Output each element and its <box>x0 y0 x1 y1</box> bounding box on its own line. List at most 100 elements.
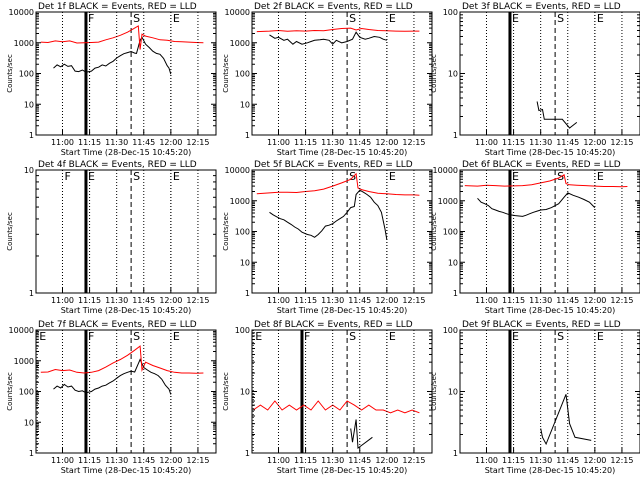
x-tick-label: 11:30 <box>321 456 344 465</box>
y-tick-label: 10 <box>448 258 458 267</box>
y-tick-label: 1000 <box>230 39 250 48</box>
x-tick-label: 11:30 <box>529 296 552 305</box>
y-axis-label: Counts/sec <box>430 372 438 411</box>
y-tick-label: 100 <box>235 326 250 335</box>
x-tick-label: 11:15 <box>502 138 525 147</box>
event-marker-label: E <box>512 330 519 343</box>
event-marker-label: S <box>557 330 564 343</box>
x-tick-label: 11:45 <box>556 456 579 465</box>
event-marker-label: E <box>597 330 604 343</box>
series-line-1 <box>540 394 592 446</box>
y-tick-label: 100 <box>443 326 458 335</box>
event-marker-label: S <box>557 12 564 25</box>
x-axis-label: Start Time (28-Dec-15 10:45:20) <box>485 148 616 157</box>
event-marker-label: F <box>88 330 94 343</box>
y-axis-label: Counts/sec <box>222 54 230 93</box>
event-marker-label: F <box>304 330 310 343</box>
x-tick-label: 11:30 <box>529 138 552 147</box>
x-axis-label: Start Time (28-Dec-15 10:45:20) <box>277 466 408 475</box>
y-tick-label: 1 <box>245 131 250 140</box>
event-marker-label: E <box>597 170 604 183</box>
plot-frame <box>251 169 433 294</box>
y-tick-label: 10 <box>240 388 250 397</box>
y-tick-label: 10 <box>24 100 34 109</box>
event-marker-label: F <box>64 170 70 183</box>
series-line-2 <box>40 25 204 50</box>
chart-title: Det 8f BLACK = Events, RED = LLD <box>254 320 413 330</box>
event-marker-label: E <box>173 170 180 183</box>
event-marker-label: S <box>349 330 356 343</box>
y-tick-label: 10 <box>240 100 250 109</box>
y-tick-label: 100 <box>235 70 250 79</box>
series-line-1 <box>350 419 373 450</box>
y-tick-label: 10 <box>24 166 34 175</box>
x-axis-label: Start Time (28-Dec-15 10:45:20) <box>277 148 408 157</box>
x-tick-label: 11:45 <box>132 296 155 305</box>
x-tick-label: 12:15 <box>402 138 425 147</box>
series-line-2 <box>252 400 420 414</box>
series-line-1 <box>269 189 388 240</box>
x-tick-label: 11:45 <box>348 456 371 465</box>
y-tick-label: 10000 <box>9 8 34 17</box>
x-axis-label: Start Time (28-Dec-15 10:45:20) <box>61 306 192 315</box>
event-marker-label: E <box>255 330 262 343</box>
x-tick-label: 12:00 <box>159 296 182 305</box>
y-tick-label: 10000 <box>225 8 250 17</box>
event-marker-label: E <box>512 12 519 25</box>
plot-frame <box>251 329 433 454</box>
y-axis-label: Counts/sec <box>6 212 14 251</box>
x-tick-label: 11:45 <box>348 296 371 305</box>
y-axis-label: Counts/sec <box>6 372 14 411</box>
y-tick-label: 100 <box>235 228 250 237</box>
event-marker-label: S <box>133 12 140 25</box>
y-tick-label: 1 <box>453 449 458 458</box>
x-tick-label: 11:00 <box>475 456 498 465</box>
y-axis-label: Counts/sec <box>430 54 438 93</box>
series-line-1 <box>536 101 578 129</box>
plot-frame <box>35 169 217 294</box>
x-tick-label: 11:30 <box>105 138 128 147</box>
x-tick-label: 11:45 <box>556 296 579 305</box>
y-tick-label: 1 <box>245 449 250 458</box>
x-tick-label: 12:00 <box>159 138 182 147</box>
chart-title: Det 2f BLACK = Events, RED = LLD <box>254 2 413 12</box>
x-tick-label: 11:15 <box>294 138 317 147</box>
y-tick-label: 100 <box>19 70 34 79</box>
x-tick-label: 11:00 <box>51 138 74 147</box>
y-tick-label: 10 <box>24 418 34 427</box>
x-tick-label: 11:45 <box>348 138 371 147</box>
y-tick-label: 1 <box>29 131 34 140</box>
x-tick-label: 12:00 <box>583 456 606 465</box>
x-tick-label: 12:15 <box>402 456 425 465</box>
x-tick-label: 11:30 <box>105 296 128 305</box>
x-tick-label: 11:00 <box>267 456 290 465</box>
y-axis-label: Counts/sec <box>6 54 14 93</box>
x-tick-label: 11:15 <box>294 296 317 305</box>
x-tick-label: 11:30 <box>529 456 552 465</box>
chart-title: Det 3f BLACK = Events, RED = LLD <box>462 2 621 12</box>
event-marker-label: E <box>597 12 604 25</box>
x-tick-label: 11:00 <box>51 296 74 305</box>
x-tick-label: 11:30 <box>321 138 344 147</box>
chart-title: Det 6f BLACK = Events, RED = LLD <box>462 160 621 170</box>
x-tick-label: 12:00 <box>375 138 398 147</box>
event-marker-label: E <box>88 170 95 183</box>
y-tick-label: 1 <box>245 289 250 298</box>
y-tick-label: 1000 <box>438 197 458 206</box>
x-tick-label: 12:15 <box>610 456 633 465</box>
x-axis-label: Start Time (28-Dec-15 10:45:20) <box>485 466 616 475</box>
chart-title: Det 5f BLACK = Events, RED = LLD <box>254 160 413 170</box>
x-tick-label: 12:00 <box>159 456 182 465</box>
event-marker-label: E <box>173 330 180 343</box>
x-axis-label: Start Time (28-Dec-15 10:45:20) <box>61 148 192 157</box>
event-marker-label: E <box>389 170 396 183</box>
series-line-2 <box>40 345 204 374</box>
x-tick-label: 11:30 <box>321 296 344 305</box>
event-marker-label: E <box>512 170 519 183</box>
